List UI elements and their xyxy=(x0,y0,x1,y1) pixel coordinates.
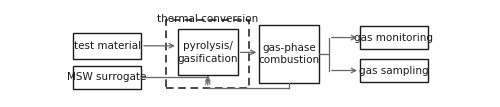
Text: thermal conversion: thermal conversion xyxy=(157,14,258,24)
Bar xyxy=(360,59,428,82)
Text: gas-phase
combustion: gas-phase combustion xyxy=(258,43,320,65)
Text: pyrolysis/
gasification: pyrolysis/ gasification xyxy=(178,41,238,64)
Bar xyxy=(166,20,250,88)
Bar xyxy=(259,25,319,83)
Text: test material: test material xyxy=(74,41,140,51)
Text: gas monitoring: gas monitoring xyxy=(354,33,434,43)
Bar xyxy=(73,66,141,89)
Bar xyxy=(360,26,428,49)
Bar xyxy=(73,33,141,59)
Text: MSW surrogate: MSW surrogate xyxy=(68,72,147,82)
Bar xyxy=(178,29,238,75)
Text: gas sampling: gas sampling xyxy=(359,65,428,76)
